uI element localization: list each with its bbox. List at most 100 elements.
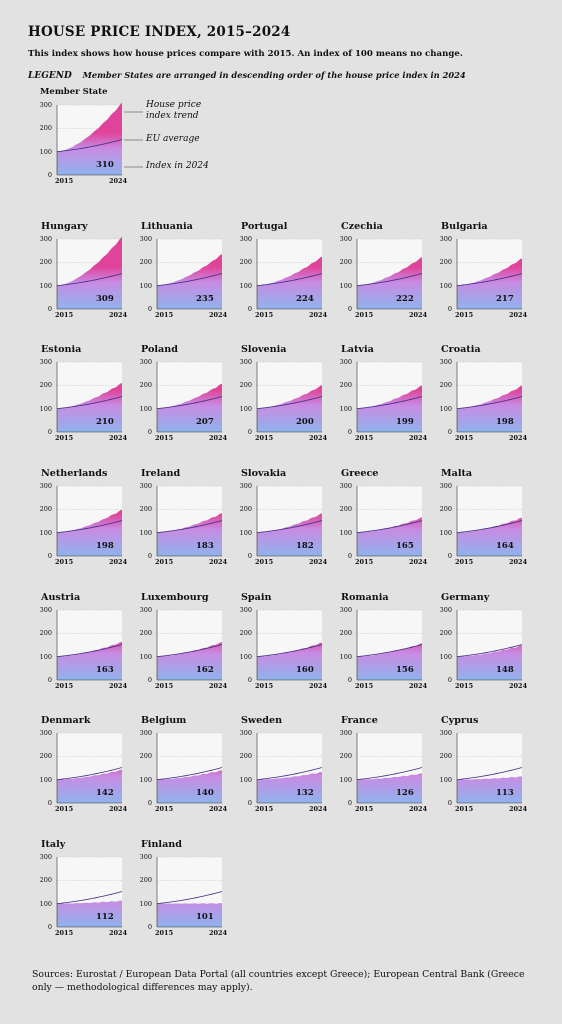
y-tick-label: 100: [39, 528, 52, 537]
x-tick-label: 2015: [155, 311, 174, 319]
panel-title: Slovakia: [241, 468, 287, 479]
y-tick-label: 200: [239, 258, 252, 267]
eu-average-line: [356, 644, 423, 658]
index-2024-value: 160: [296, 665, 314, 675]
y-tick-label: 0: [147, 676, 152, 684]
x-tick-label: 2015: [55, 805, 74, 813]
y-tick-label: 300: [439, 482, 452, 490]
y-tick-label: 200: [39, 629, 52, 638]
y-tick-label: 100: [39, 775, 52, 784]
y-tick-label: 300: [239, 729, 252, 737]
x-tick-label: 2024: [209, 929, 228, 937]
index-2024-value: 200: [296, 417, 314, 427]
index-2024-value: 142: [96, 788, 114, 798]
y-tick-label: 200: [439, 752, 452, 761]
y-tick-label: 300: [439, 235, 452, 243]
y-tick-label: 0: [447, 676, 452, 684]
x-tick-label: 2024: [109, 558, 128, 566]
legend-annotation-trend: House price index trend: [146, 100, 201, 122]
x-tick-label: 2024: [209, 558, 228, 566]
price-index-area: [157, 770, 222, 803]
y-tick-label: 200: [139, 381, 152, 390]
y-tick-label: 200: [339, 752, 352, 761]
panel-title: Sweden: [241, 715, 283, 726]
x-tick-label: 2024: [109, 434, 128, 442]
y-tick-label: 100: [239, 775, 252, 784]
x-tick-label: 2015: [255, 558, 274, 566]
y-tick-label: 200: [39, 258, 52, 267]
x-tick-label: 2024: [309, 311, 328, 319]
y-tick-label: 200: [139, 505, 152, 514]
y-tick-label: 200: [39, 876, 52, 885]
x-tick-label: 2015: [255, 311, 274, 319]
x-tick-label: 2024: [209, 682, 228, 690]
y-tick-label: 0: [147, 923, 152, 931]
y-tick-label: 100: [439, 775, 452, 784]
panel-title: Bulgaria: [441, 221, 488, 232]
x-tick-label: 2015: [55, 682, 74, 690]
x-tick-label: 2015: [355, 805, 374, 813]
index-2024-value: 198: [496, 417, 514, 427]
eu-average-line: [56, 891, 123, 905]
x-tick-label: 2024: [209, 311, 228, 319]
index-2024-value: 217: [496, 294, 514, 304]
panel-title: Spain: [241, 592, 272, 603]
y-tick-label: 100: [139, 652, 152, 661]
y-tick-label: 0: [247, 428, 252, 436]
x-tick-label: 2015: [355, 311, 374, 319]
y-tick-label: 0: [447, 552, 452, 560]
y-tick-label: 300: [439, 729, 452, 737]
x-tick-label: 2015: [255, 805, 274, 813]
y-tick-label: 100: [339, 652, 352, 661]
y-tick-label: 0: [47, 923, 52, 931]
page-title: HOUSE PRICE INDEX, 2015–2024: [28, 24, 291, 40]
x-tick-label: 2015: [55, 929, 74, 937]
y-tick-label: 100: [139, 404, 152, 413]
eu-average-line: [156, 767, 223, 781]
y-tick-label: 0: [247, 305, 252, 313]
panel-title: Netherlands: [41, 468, 108, 479]
y-tick-label: 0: [147, 428, 152, 436]
y-tick-label: 300: [39, 358, 52, 366]
x-tick-label: 2015: [355, 682, 374, 690]
panel-title: Poland: [141, 344, 178, 355]
y-tick-label: 300: [139, 358, 152, 366]
x-tick-label: 2015: [155, 558, 174, 566]
y-tick-label: 100: [339, 528, 352, 537]
y-tick-label: 0: [47, 799, 52, 807]
page-subtitle: This index shows how house prices compar…: [28, 49, 463, 59]
index-2024-value: 112: [96, 912, 114, 922]
index-2024-value: 182: [296, 541, 314, 551]
y-tick-label: 300: [339, 729, 352, 737]
eu-average-line: [156, 396, 223, 410]
panel-title: Cyprus: [441, 715, 479, 726]
y-tick-label: 200: [439, 505, 452, 514]
y-tick-label: 300: [339, 358, 352, 366]
x-tick-label: 2015: [55, 177, 74, 185]
y-tick-label: 0: [47, 171, 52, 179]
y-tick-label: 300: [239, 606, 252, 614]
y-tick-label: 100: [139, 899, 152, 908]
legend-label: LEGEND: [28, 71, 72, 81]
panel-title: Croatia: [441, 344, 481, 355]
y-tick-label: 300: [39, 853, 52, 861]
y-tick-label: 300: [239, 358, 252, 366]
y-tick-label: 200: [339, 505, 352, 514]
eu-average-line: [56, 520, 123, 534]
y-tick-label: 100: [239, 404, 252, 413]
eu-average-line: [456, 520, 523, 534]
y-tick-label: 0: [347, 676, 352, 684]
panel-title: Romania: [341, 592, 389, 603]
